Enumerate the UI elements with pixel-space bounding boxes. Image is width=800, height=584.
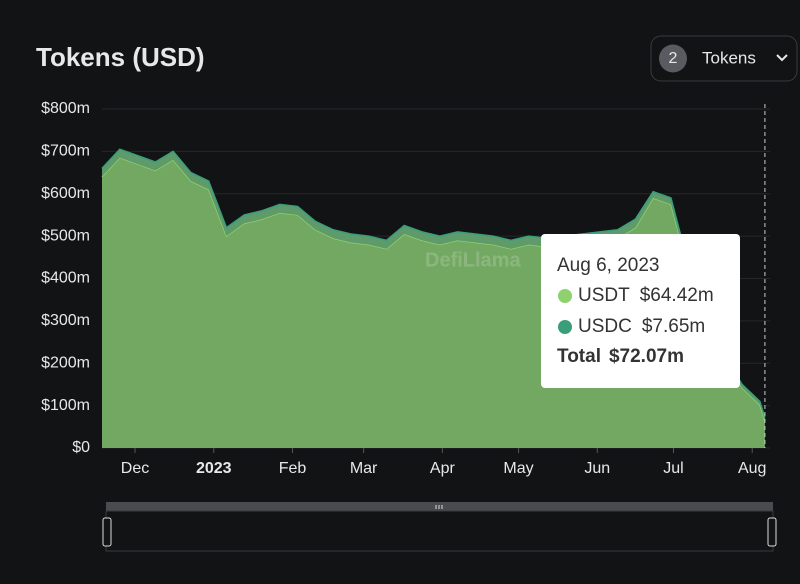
y-tick-label: $800m — [41, 100, 90, 117]
y-tick-label: $300m — [41, 312, 90, 329]
selector-count: 2 — [669, 50, 678, 67]
y-tick-label: $600m — [41, 185, 90, 202]
slider-handle-left[interactable] — [102, 517, 112, 547]
slider-handle-right[interactable] — [767, 517, 777, 547]
tooltip-date: Aug 6, 2023 — [557, 255, 659, 276]
tooltip-dot — [558, 289, 572, 303]
y-tick-label: $100m — [41, 397, 90, 414]
range-slider[interactable] — [102, 502, 777, 552]
slider-grip — [435, 505, 443, 509]
watermark: DefiLlama — [425, 249, 521, 271]
tooltip-total-label: Total — [557, 346, 601, 367]
x-tick-label: Dec — [121, 460, 149, 477]
token-selector[interactable]: 2 Tokens — [650, 35, 798, 82]
y-tick-label: $400m — [41, 270, 90, 287]
x-tick-label: Jun — [584, 460, 610, 477]
tooltip-series-name: USDC — [578, 316, 632, 337]
x-tick-label: Feb — [279, 460, 307, 477]
tooltip-value: $7.65m — [642, 316, 705, 337]
chevron — [776, 54, 788, 62]
y-tick-label: $0 — [72, 439, 90, 456]
tooltip: Aug 6, 2023 USDT $64.42m USDC $7.65m Total $72… — [541, 234, 740, 388]
x-tick-label: Aug — [738, 460, 766, 477]
x-tick-label: May — [503, 460, 533, 477]
tooltip-box — [541, 234, 740, 388]
tooltip-total: $72.07m — [609, 346, 684, 367]
selector-label: Tokens — [702, 48, 756, 67]
x-tick-label: Jul — [663, 460, 683, 477]
y-tick-label: $700m — [41, 143, 90, 160]
area-fill — [102, 149, 765, 421]
y-tick-label: $500m — [41, 227, 90, 244]
y-tick-label: $200m — [41, 354, 90, 371]
chart-title: Tokens (USD) — [36, 42, 205, 72]
x-tick-label: 2023 — [196, 460, 232, 477]
tooltip-series-name: USDT — [578, 285, 630, 306]
tooltip-dot — [558, 320, 572, 334]
x-tick-label: Apr — [430, 460, 456, 477]
selector-box[interactable] — [650, 35, 798, 82]
x-tick-label: Mar — [350, 460, 378, 477]
series-line — [101, 148, 766, 418]
tooltip-value: $64.42m — [640, 285, 714, 306]
selector-badge — [659, 44, 687, 73]
